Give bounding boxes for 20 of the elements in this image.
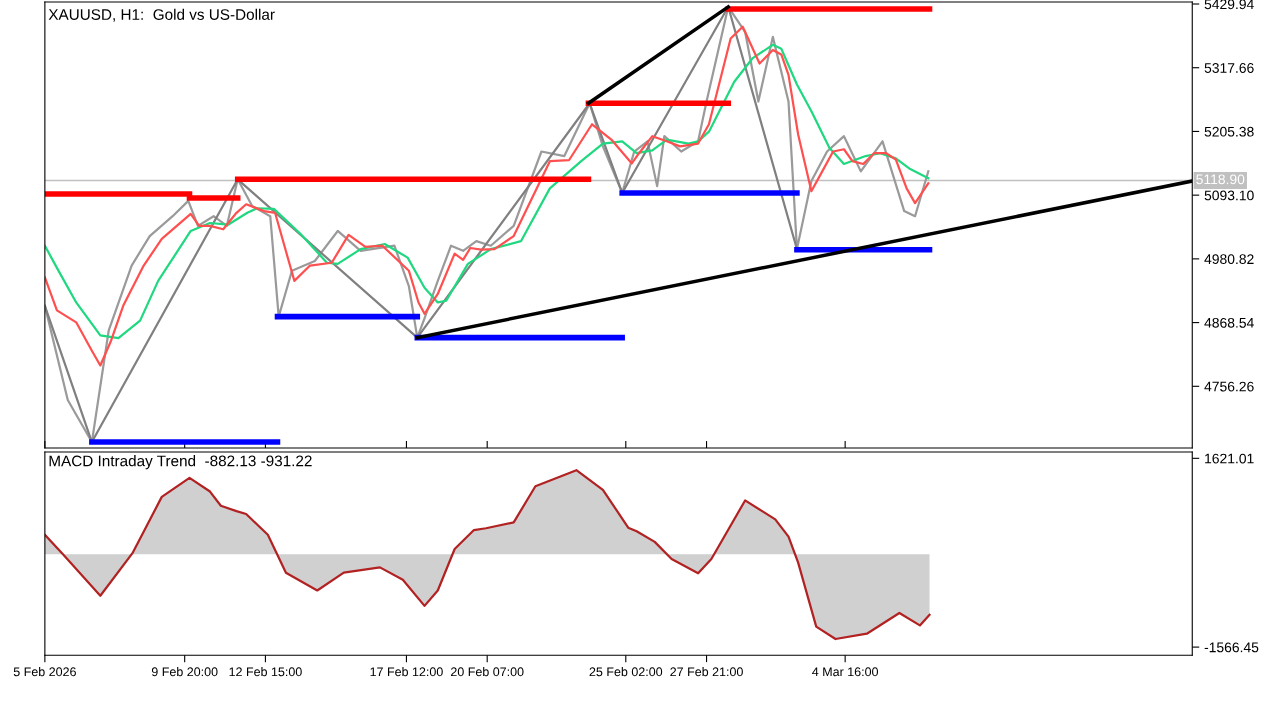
y-tick-label: 1621.01 [1205, 453, 1254, 464]
y-tick-label: -1566.45 [1204, 642, 1259, 653]
x-tick-label: 27 Feb 21:00 [670, 667, 743, 677]
x-tick-label: 4 Mar 16:00 [812, 667, 879, 677]
y-tick-label: 4868.54 [1204, 317, 1254, 328]
x-tick-label: 25 Feb 02:00 [589, 667, 663, 677]
x-tick-label: 12 Feb 15:00 [229, 667, 302, 677]
y-tick-label: 5317.66 [1204, 63, 1254, 73]
y-tick-label: 4980.82 [1204, 254, 1254, 265]
y-tick-label: 5205.38 [1204, 126, 1254, 137]
ref-line-label: 5118.90 [1196, 174, 1245, 185]
chart-title: XAUUSD, H1: Gold vs US-Dollar [48, 8, 275, 22]
y-tick-label: 4756.26 [1204, 381, 1254, 392]
y-tick-label: 5093.10 [1204, 190, 1254, 201]
x-tick-label: 20 Feb 07:00 [450, 667, 524, 677]
chart-title: MACD Intraday Trend -882.13 -931.22 [49, 455, 312, 470]
x-tick-label: 9 Feb 20:00 [151, 667, 218, 677]
x-tick-label: 17 Feb 12:00 [370, 667, 443, 677]
y-tick-label: 5429.94 [1204, 0, 1254, 10]
x-tick-label: 5 Feb 2026 [13, 667, 76, 677]
